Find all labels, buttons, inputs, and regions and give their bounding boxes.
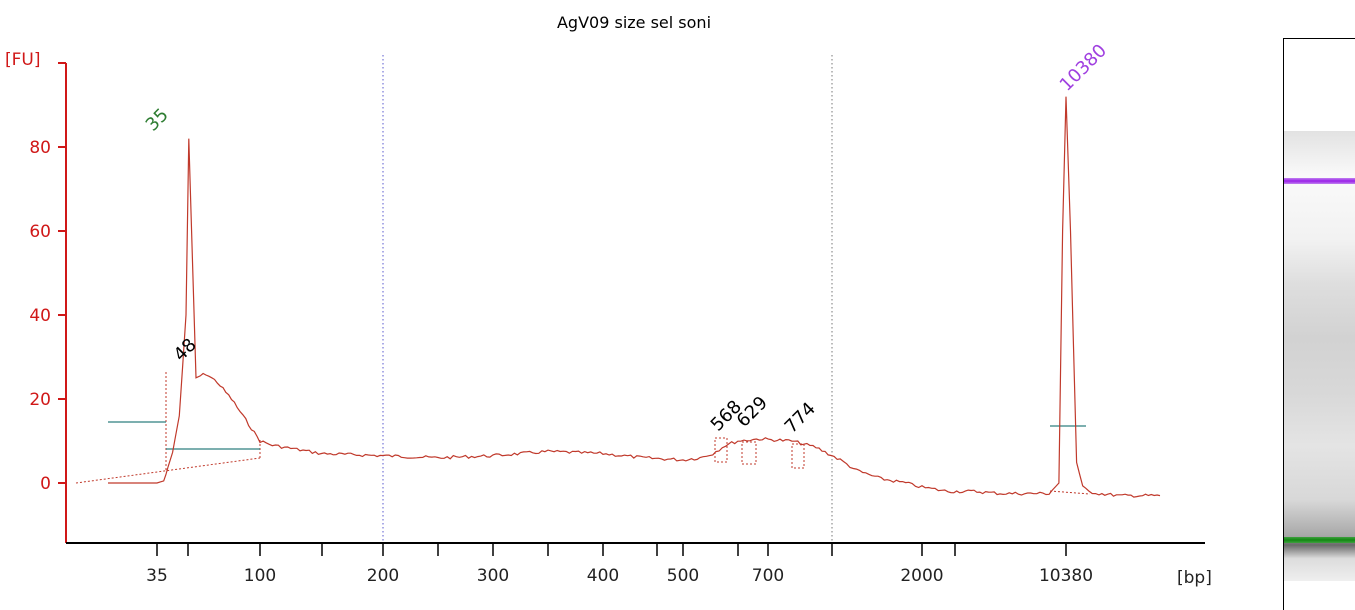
y-tick-label: 20 [29,390,51,410]
x-tick-label: 100 [244,566,276,586]
gel-image-panel [1283,38,1355,610]
x-tick-label: 10380 [1039,566,1093,586]
y-tick-label: 60 [29,222,51,242]
minor-peak-box [741,441,757,465]
x-tick-label: 200 [367,566,399,586]
minor-peak-box [714,437,728,463]
x-axis-label: [bp] [1177,568,1212,588]
x-tick-label: 2000 [900,566,943,586]
baseline-dotted-line [75,457,261,484]
peak-label: 774 [781,398,820,437]
y-tick-label: 40 [29,306,51,326]
trace-line [108,96,1161,498]
electropherogram-chart: AgV09 size sel soni 0 20 40 60 80 35 100 200 300… [5,13,1212,588]
peak-label: 629 [733,392,772,431]
minor-peak-box [791,443,805,469]
y-tick-label: 0 [40,474,51,494]
lower-marker-band [1284,537,1355,543]
gel-lane [1284,131,1355,581]
chart-title: AgV09 size sel soni [557,13,711,32]
x-tick-label: 300 [477,566,509,586]
upper-marker-band [1284,178,1355,184]
peak-label: 35 [142,104,173,135]
peak-label: 10380 [1056,40,1111,95]
upper-marker-baseline [1049,490,1091,495]
x-tick-label: 500 [667,566,699,586]
x-tick-label: 35 [146,566,168,586]
x-tick-label: 700 [752,566,784,586]
y-axis-label: [FU] [5,50,41,70]
x-tick-label: 400 [587,566,619,586]
y-tick-label: 80 [29,138,51,158]
